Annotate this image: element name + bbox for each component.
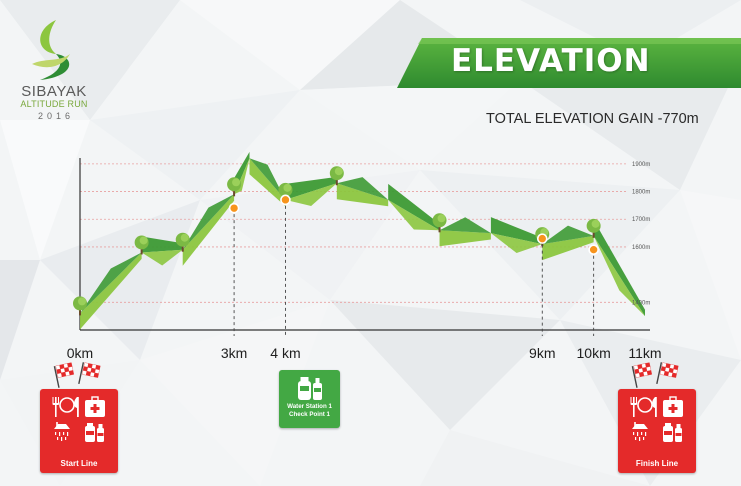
- bottles-icon: [85, 423, 104, 442]
- first-aid-icon: [85, 396, 105, 417]
- title-banner: ELEVATION: [397, 38, 741, 88]
- profile-segment: [439, 217, 491, 234]
- water-station-label: Water Station 1: [287, 403, 332, 410]
- flag: [656, 362, 679, 384]
- checkpoint-label: Check Point 1: [289, 411, 330, 418]
- profile-segment: [490, 217, 543, 245]
- total-elevation-gain: TOTAL ELEVATION GAIN -770m: [486, 111, 699, 127]
- banner-shape: [397, 38, 741, 88]
- profile-segment: [182, 194, 235, 250]
- finish-line-station: Finish Line: [618, 389, 696, 473]
- finish-line-label: Finish Line: [635, 459, 679, 468]
- shower-icon: [54, 422, 70, 441]
- logo-year: 2016: [37, 111, 75, 121]
- finish-flags-icon: [631, 362, 679, 388]
- profile-segment: [542, 225, 594, 245]
- chart-labels: 1400m 1600m 1700m 1800m 1900m 0km 3km 4 km 9km 10…: [67, 162, 662, 361]
- cutlery-icon: [52, 397, 79, 417]
- logo-title: SIBAYAK: [21, 83, 87, 100]
- profile-segment: [439, 230, 491, 247]
- start-line-station: Start Line: [40, 389, 118, 473]
- tree-icon: [329, 166, 344, 186]
- profile-segment: [249, 158, 286, 200]
- cutlery-icon: [630, 397, 657, 417]
- profile-segment: [141, 236, 183, 253]
- elevation-profile: [80, 151, 645, 330]
- tree-icon: [134, 235, 149, 255]
- profile-segment: [249, 158, 286, 207]
- tree-icon: [432, 213, 447, 233]
- x-tick-label: 10km: [577, 345, 611, 361]
- start-line-label: Start Line: [60, 459, 98, 468]
- bottles-icon: [298, 377, 322, 400]
- x-tick-label: 3km: [221, 345, 247, 361]
- start-flags-icon: [53, 362, 101, 388]
- profile-segment: [388, 199, 440, 231]
- profile-segment: [336, 183, 389, 207]
- water-station-1: Water Station 1 Check Point 1: [279, 370, 340, 428]
- y-tick-label: 1400m: [632, 300, 650, 306]
- x-tick-label: 4 km: [270, 345, 300, 361]
- y-tick-label: 1900m: [632, 162, 650, 168]
- checkpoint-marker: [228, 202, 240, 214]
- profile-segment: [234, 158, 250, 195]
- logo-mark-icon: [32, 20, 70, 80]
- x-tick-label: 11km: [628, 345, 661, 361]
- profile-segment: [593, 219, 645, 317]
- profile-segment: [285, 176, 337, 200]
- y-tick-label: 1600m: [632, 245, 650, 251]
- checkpoint-marker: [280, 194, 291, 206]
- profile-segment: [388, 183, 440, 231]
- flag: [53, 362, 75, 388]
- checkpoint-marker: [536, 233, 548, 244]
- bottles-icon: [663, 423, 682, 442]
- page-title: ELEVATION: [451, 43, 651, 79]
- profile-segment: [182, 194, 235, 266]
- profile-segment: [141, 249, 183, 266]
- profile-segment: [593, 235, 645, 317]
- logo: SIBAYAK ALTITUDE RUN 2016: [14, 18, 94, 130]
- tree-icon: [227, 177, 242, 197]
- profile-segment: [80, 252, 142, 330]
- flag: [78, 362, 101, 384]
- profile-segment: [336, 177, 389, 200]
- shower-icon: [632, 422, 648, 441]
- tree-icon: [175, 232, 190, 252]
- x-tick-label: 9km: [529, 345, 555, 361]
- y-tick-label: 1800m: [632, 190, 650, 196]
- flag: [631, 362, 653, 388]
- profile-segment: [285, 183, 337, 206]
- y-tick-label: 1700m: [632, 217, 650, 223]
- logo-subtitle: ALTITUDE RUN: [20, 99, 88, 109]
- first-aid-icon: [663, 396, 683, 417]
- profile-segment: [490, 233, 543, 254]
- tree-icon: [586, 218, 601, 238]
- profile-segment: [80, 252, 142, 314]
- tree-icon: [73, 296, 87, 316]
- x-tick-label: 0km: [67, 345, 93, 361]
- chart-markers: [228, 194, 599, 336]
- profile-segment: [542, 235, 594, 261]
- checkpoint-marker: [588, 244, 599, 255]
